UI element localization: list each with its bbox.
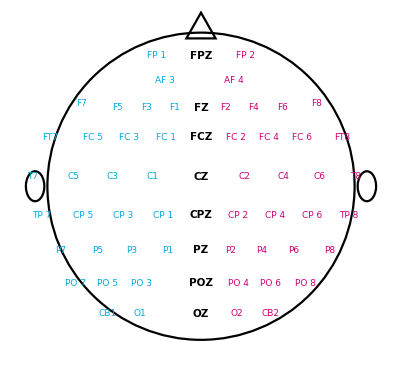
Text: CP 1: CP 1 bbox=[153, 210, 173, 220]
Text: F5: F5 bbox=[111, 103, 122, 112]
Text: CPZ: CPZ bbox=[189, 210, 212, 220]
Text: PO 5: PO 5 bbox=[97, 279, 117, 288]
Text: F6: F6 bbox=[276, 103, 287, 112]
Circle shape bbox=[47, 33, 354, 340]
Text: FC 4: FC 4 bbox=[258, 132, 278, 142]
Text: P4: P4 bbox=[255, 246, 267, 255]
Text: F4: F4 bbox=[248, 103, 259, 112]
Text: PO 6: PO 6 bbox=[260, 279, 281, 288]
Text: FC 6: FC 6 bbox=[292, 132, 312, 142]
Text: PZ: PZ bbox=[193, 245, 208, 255]
Text: PO 8: PO 8 bbox=[294, 279, 315, 288]
Text: FP 1: FP 1 bbox=[147, 51, 166, 60]
Text: C6: C6 bbox=[312, 172, 324, 181]
Text: CB1: CB1 bbox=[98, 309, 116, 318]
Text: AF 4: AF 4 bbox=[223, 76, 243, 85]
Text: CP 5: CP 5 bbox=[73, 210, 93, 220]
Text: P3: P3 bbox=[126, 246, 137, 255]
Text: T7: T7 bbox=[27, 172, 38, 181]
Text: FPZ: FPZ bbox=[189, 51, 212, 61]
Text: PO 3: PO 3 bbox=[130, 279, 151, 288]
Text: P1: P1 bbox=[161, 246, 172, 255]
Text: FC 2: FC 2 bbox=[225, 132, 245, 142]
Text: CZ: CZ bbox=[193, 172, 208, 182]
Text: C3: C3 bbox=[106, 172, 118, 181]
Text: FZ: FZ bbox=[193, 103, 208, 113]
Text: AF 3: AF 3 bbox=[154, 76, 174, 85]
Text: P7: P7 bbox=[55, 246, 66, 255]
Text: FCZ: FCZ bbox=[189, 132, 212, 142]
Text: FT7: FT7 bbox=[42, 132, 59, 142]
Text: CP 3: CP 3 bbox=[113, 210, 133, 220]
Text: C5: C5 bbox=[67, 172, 79, 181]
Text: CP 4: CP 4 bbox=[265, 210, 285, 220]
Text: C4: C4 bbox=[277, 172, 288, 181]
Text: F3: F3 bbox=[141, 103, 152, 112]
Text: F1: F1 bbox=[169, 103, 180, 112]
Text: C1: C1 bbox=[147, 172, 159, 181]
Text: OZ: OZ bbox=[192, 309, 209, 319]
Text: POZ: POZ bbox=[188, 278, 213, 288]
Text: FC 5: FC 5 bbox=[83, 132, 103, 142]
Text: F7: F7 bbox=[76, 99, 87, 108]
Text: P6: P6 bbox=[288, 246, 299, 255]
Text: F8: F8 bbox=[310, 99, 321, 108]
Text: TP 8: TP 8 bbox=[339, 210, 358, 220]
Text: TP 7: TP 7 bbox=[32, 210, 52, 220]
Text: P8: P8 bbox=[324, 246, 335, 255]
Text: CP 2: CP 2 bbox=[228, 210, 248, 220]
Text: P5: P5 bbox=[91, 246, 103, 255]
Text: T8: T8 bbox=[350, 172, 361, 181]
Text: FC 1: FC 1 bbox=[155, 132, 175, 142]
Text: CP 6: CP 6 bbox=[302, 210, 322, 220]
Text: O1: O1 bbox=[134, 309, 146, 318]
Ellipse shape bbox=[357, 171, 375, 201]
Text: PO 7: PO 7 bbox=[65, 279, 86, 288]
Text: FT8: FT8 bbox=[333, 132, 350, 142]
Text: FP 2: FP 2 bbox=[235, 51, 254, 60]
Text: C2: C2 bbox=[237, 172, 249, 181]
Text: FC 3: FC 3 bbox=[119, 132, 138, 142]
Text: PO 4: PO 4 bbox=[228, 279, 249, 288]
Ellipse shape bbox=[26, 171, 44, 201]
Text: CB2: CB2 bbox=[261, 309, 279, 318]
Text: P2: P2 bbox=[225, 246, 236, 255]
Text: F2: F2 bbox=[220, 103, 231, 112]
Text: O2: O2 bbox=[230, 309, 243, 318]
